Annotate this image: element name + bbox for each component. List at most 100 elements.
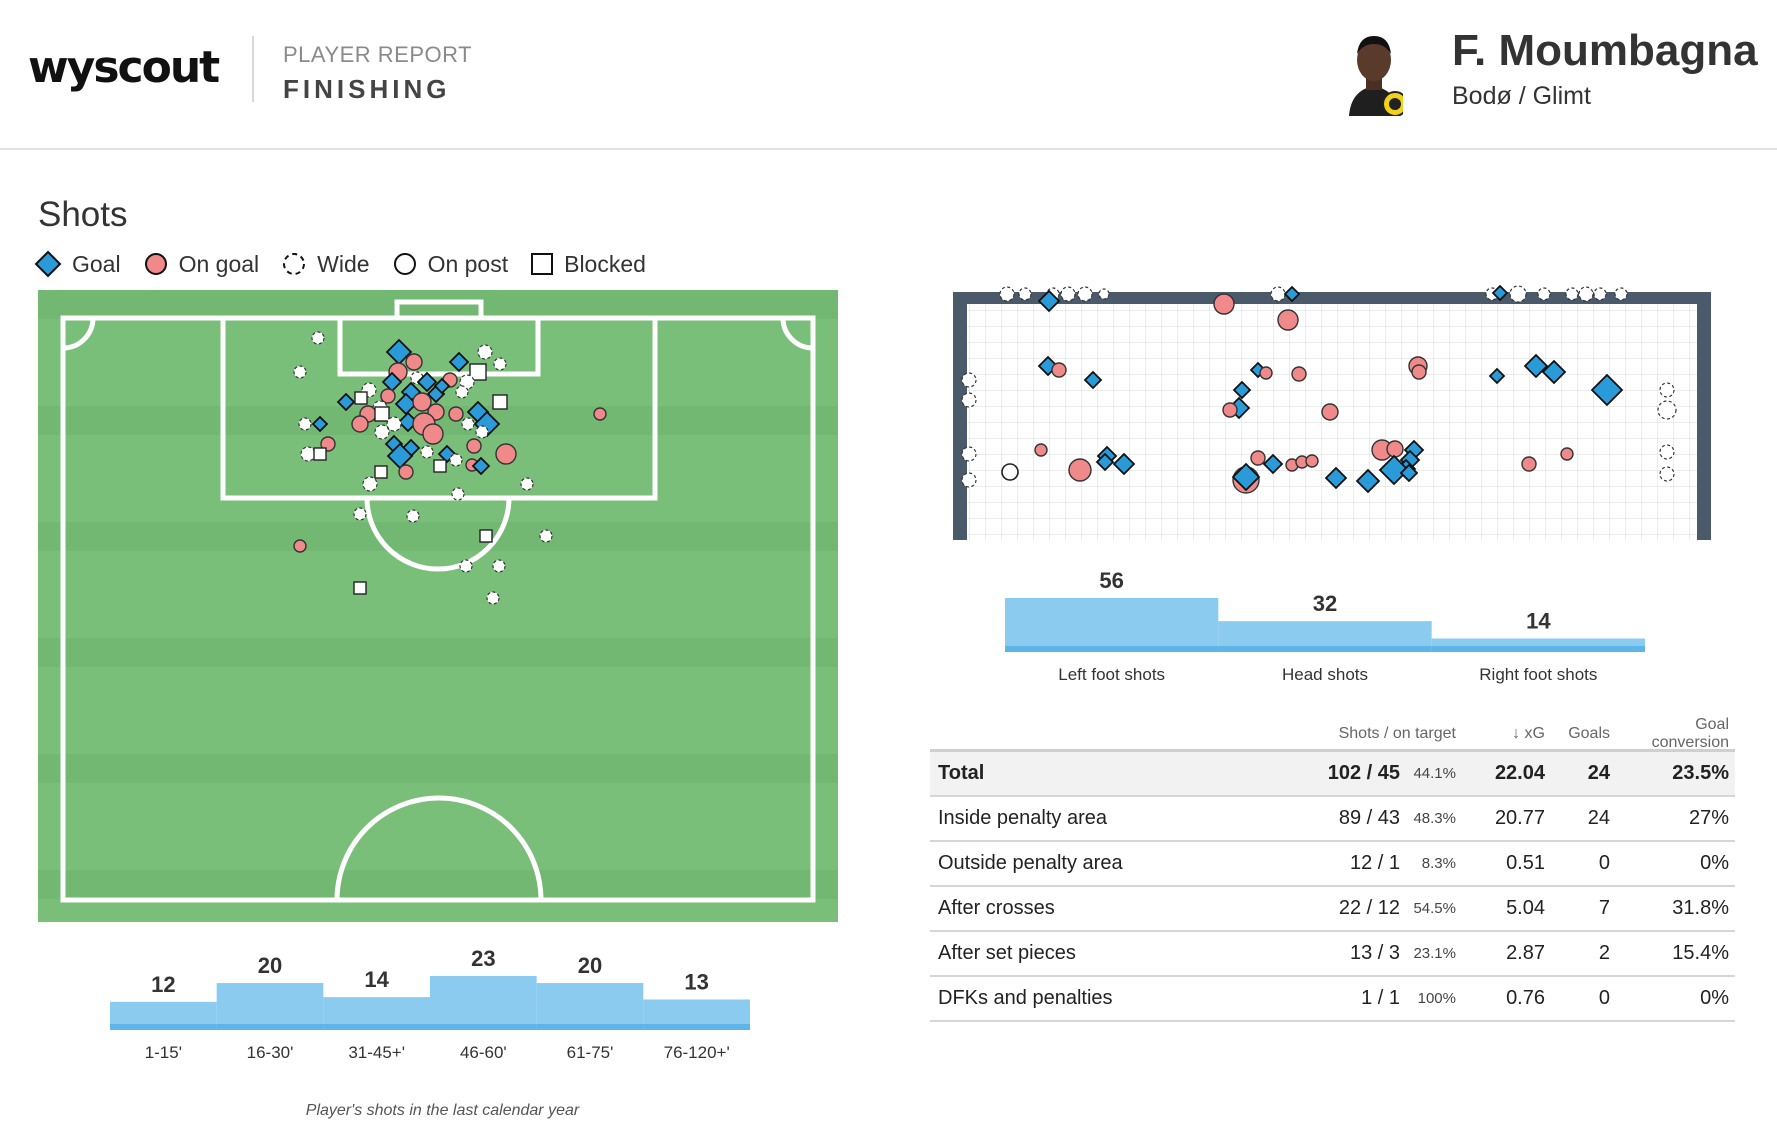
wide-shot-marker[interactable] (961, 446, 977, 462)
wide-shot-marker[interactable] (1659, 466, 1675, 482)
goal-shot-marker[interactable] (311, 415, 329, 433)
wide-shot-marker[interactable] (999, 286, 1015, 302)
goal-shot-marker[interactable] (1324, 466, 1348, 490)
wide-shot-marker[interactable] (492, 559, 506, 573)
wyscout-logo[interactable]: wyscout (28, 42, 220, 93)
on-goal-shot-marker[interactable] (412, 392, 432, 412)
goal-shot-marker[interactable] (1590, 373, 1624, 407)
wide-shot-marker[interactable] (1565, 287, 1579, 301)
blocked-shot-marker[interactable] (469, 363, 487, 381)
wide-shot-marker[interactable] (520, 477, 534, 491)
on-goal-shot-marker[interactable] (422, 423, 444, 445)
goal-shot-marker[interactable] (1523, 353, 1549, 379)
header-shots[interactable]: Shots / on target (1338, 724, 1456, 742)
on-goal-shot-marker[interactable] (1411, 364, 1427, 380)
bar[interactable] (430, 976, 537, 1030)
goal-shot-marker[interactable] (433, 377, 451, 395)
blocked-shot-marker[interactable] (492, 394, 508, 410)
blocked-shot-marker[interactable] (313, 447, 327, 461)
on-goal-shot-marker[interactable] (1386, 440, 1404, 458)
header-conversion[interactable]: Goal conversion (1651, 715, 1729, 751)
wide-shot-marker[interactable] (1657, 400, 1677, 420)
blocked-shot-marker[interactable] (374, 465, 388, 479)
on-goal-shot-marker[interactable] (1034, 443, 1048, 457)
wide-shot-marker[interactable] (961, 372, 977, 388)
legend-blocked[interactable]: Blocked (530, 251, 646, 278)
goal-shot-marker[interactable] (471, 456, 491, 476)
on-goal-shot-marker[interactable] (1291, 366, 1307, 382)
legend-goal[interactable]: Goal (34, 250, 121, 278)
goal-shot-marker[interactable] (1399, 463, 1419, 483)
on-goal-shot-marker[interactable] (1250, 450, 1266, 466)
goal-shot-marker[interactable] (1491, 284, 1509, 302)
wide-shot-marker[interactable] (1614, 287, 1628, 301)
bar[interactable] (536, 983, 644, 1030)
header-xg[interactable]: ↓ xG (1512, 724, 1545, 742)
legend-on-post[interactable]: On post (392, 251, 508, 278)
wide-shot-marker[interactable] (298, 417, 312, 431)
legend-on-goal[interactable]: On goal (143, 251, 259, 278)
blocked-shot-marker[interactable] (353, 581, 367, 595)
wide-shot-marker[interactable] (300, 446, 316, 462)
wide-shot-marker[interactable] (451, 487, 465, 501)
goal-shot-marker[interactable] (1355, 468, 1381, 494)
wide-shot-marker[interactable] (461, 417, 475, 431)
wide-shot-marker[interactable] (311, 331, 325, 345)
wide-shot-marker[interactable] (386, 416, 402, 432)
goal-shot-marker[interactable] (416, 371, 438, 393)
wide-shot-marker[interactable] (477, 344, 493, 360)
goal-shot-marker[interactable] (1262, 453, 1284, 475)
on-goal-shot-marker[interactable] (1213, 293, 1235, 315)
goal-shot-marker[interactable] (1112, 452, 1136, 476)
goal-shot-marker[interactable] (1095, 452, 1115, 472)
player-team[interactable]: Bodø / Glimt (1452, 82, 1591, 110)
wide-shot-marker[interactable] (475, 425, 489, 439)
blocked-shot-marker[interactable] (374, 406, 390, 422)
on-goal-shot-marker[interactable] (1321, 403, 1339, 421)
on-goal-shot-marker[interactable] (398, 464, 414, 480)
wide-shot-marker[interactable] (539, 529, 553, 543)
on-goal-shot-marker[interactable] (405, 353, 423, 371)
wide-shot-marker[interactable] (1018, 287, 1032, 301)
on-goal-shot-marker[interactable] (1051, 362, 1067, 378)
goal-shot-marker[interactable] (336, 392, 356, 412)
wide-shot-marker[interactable] (1509, 285, 1527, 303)
blocked-shot-marker[interactable] (433, 459, 447, 473)
goal-shot-marker[interactable] (1037, 289, 1061, 313)
wide-shot-marker[interactable] (1077, 286, 1093, 302)
wide-shot-marker[interactable] (961, 392, 977, 408)
wide-shot-marker[interactable] (493, 357, 507, 371)
on-goal-shot-marker[interactable] (1560, 447, 1574, 461)
on-goal-shot-marker[interactable] (466, 438, 482, 454)
wide-shot-marker[interactable] (1578, 286, 1594, 302)
on-goal-shot-marker[interactable] (351, 415, 369, 433)
wide-shot-marker[interactable] (1270, 286, 1286, 302)
on-goal-shot-marker[interactable] (593, 407, 607, 421)
goal-shot-marker[interactable] (1231, 462, 1261, 492)
wide-shot-marker[interactable] (362, 476, 378, 492)
on-goal-shot-marker[interactable] (495, 443, 517, 465)
goal-shot-marker[interactable] (1083, 370, 1103, 390)
on-goal-shot-marker[interactable] (1068, 458, 1092, 482)
wide-shot-marker[interactable] (961, 472, 977, 488)
wide-shot-marker[interactable] (486, 591, 500, 605)
bar[interactable] (1005, 598, 1219, 652)
on-goal-shot-marker[interactable] (293, 539, 307, 553)
wide-shot-marker[interactable] (406, 509, 420, 523)
blocked-shot-marker[interactable] (354, 391, 368, 405)
wide-shot-marker[interactable] (353, 507, 367, 521)
on-post-shot-marker[interactable] (1001, 463, 1019, 481)
wide-shot-marker[interactable] (459, 374, 475, 390)
goal-shot-marker[interactable] (1232, 380, 1252, 400)
on-goal-shot-marker[interactable] (1222, 402, 1238, 418)
goal-shot-marker[interactable] (1541, 359, 1567, 385)
wide-shot-marker[interactable] (1060, 286, 1076, 302)
goal-shot-marker[interactable] (1283, 285, 1301, 303)
legend-wide[interactable]: Wide (281, 251, 370, 278)
on-goal-shot-marker[interactable] (380, 388, 396, 404)
blocked-shot-marker[interactable] (479, 529, 493, 543)
bar[interactable] (216, 983, 324, 1030)
wide-shot-marker[interactable] (455, 385, 469, 399)
on-goal-shot-marker[interactable] (1259, 366, 1273, 380)
on-goal-shot-marker[interactable] (1521, 456, 1537, 472)
